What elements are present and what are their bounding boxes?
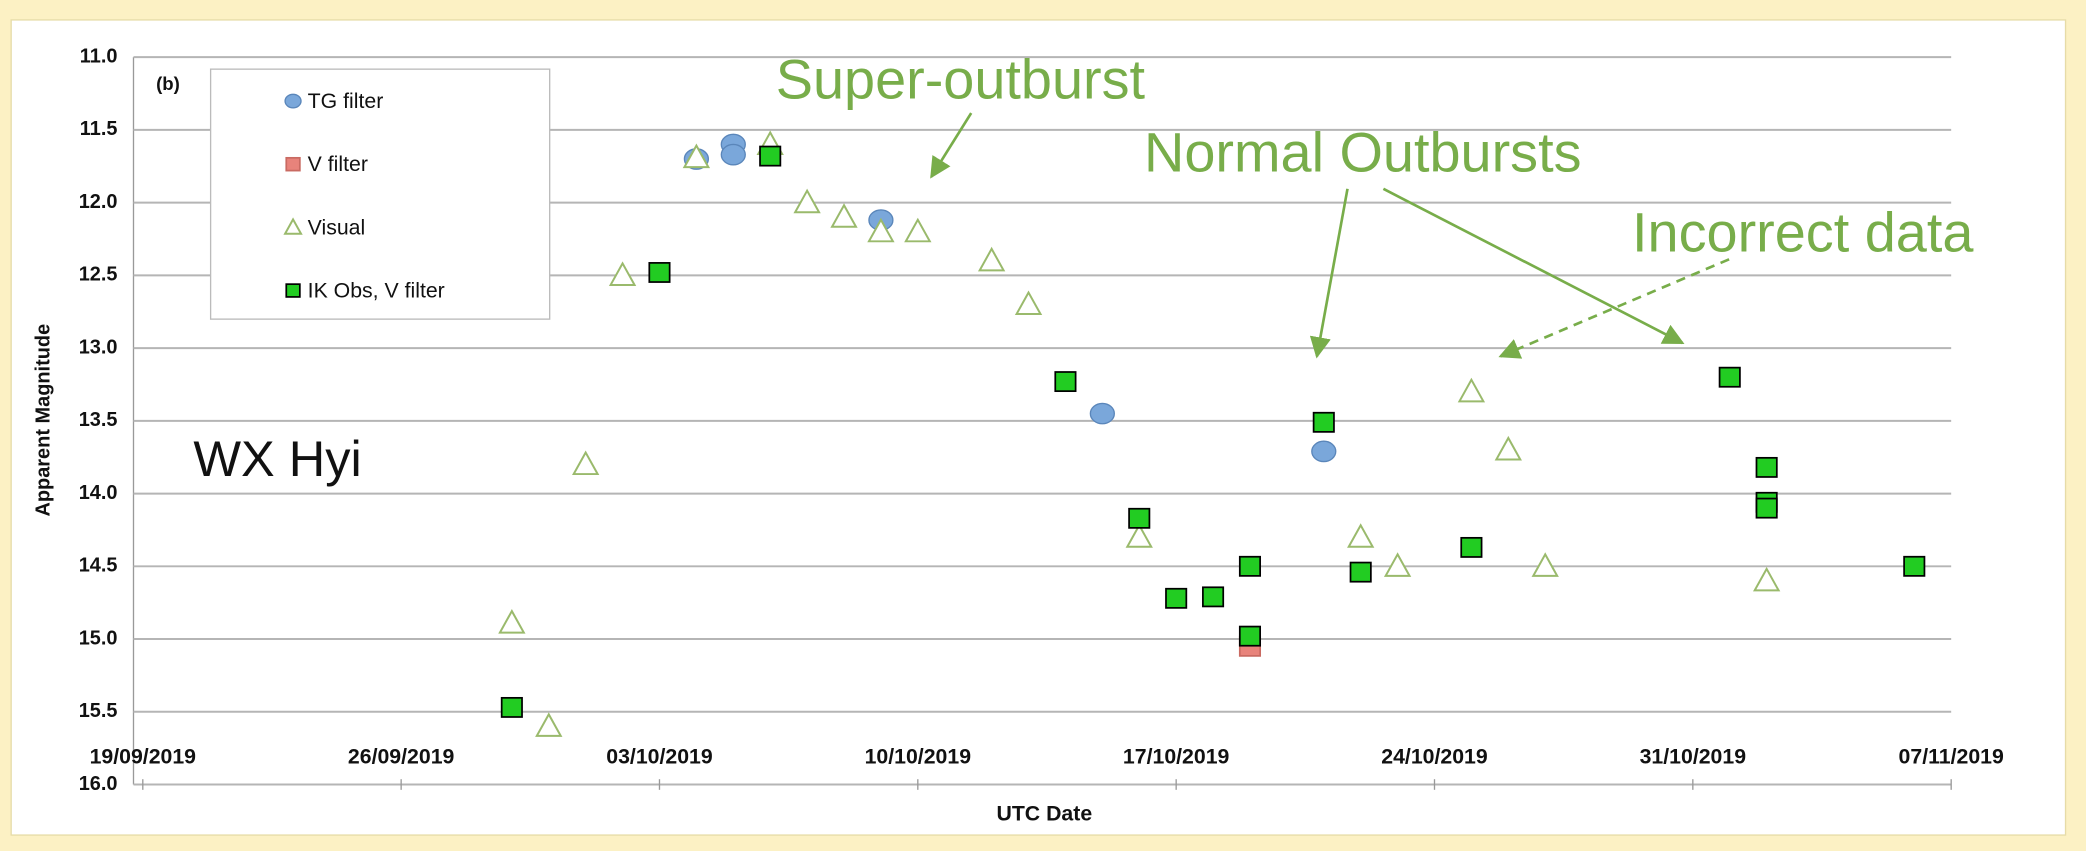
arrow — [1382, 187, 1685, 345]
point — [1349, 561, 1372, 583]
point — [1383, 552, 1412, 577]
point — [1755, 456, 1778, 478]
y-tick-label: 12.0 — [79, 191, 118, 213]
star-name: WX Hyi — [193, 430, 361, 487]
point — [1125, 523, 1153, 548]
x-tick-label: 03/10/2019 — [606, 745, 713, 769]
x-tick-label: 26/09/2019 — [348, 745, 455, 769]
arrow — [1309, 188, 1349, 359]
arrow — [930, 112, 973, 179]
x-tick-label: 10/10/2019 — [865, 745, 972, 769]
point — [1347, 523, 1375, 548]
x-tick-label: 19/09/2019 — [90, 745, 197, 769]
marks — [498, 130, 1926, 737]
y-tick-label: 14.0 — [79, 482, 118, 504]
y-tick-label: 15.0 — [79, 627, 118, 649]
point — [1238, 555, 1262, 577]
point — [830, 203, 858, 228]
y-tick-label: 11.5 — [80, 118, 118, 140]
annotation: Normal Outbursts — [1144, 121, 1581, 184]
point — [1755, 497, 1778, 519]
x-axis-title: UTC Date — [996, 802, 1092, 826]
legend-label: Visual — [308, 215, 366, 239]
legend-label: V filter — [308, 152, 368, 176]
x-tick-label: 17/10/2019 — [1123, 745, 1230, 769]
point — [1014, 290, 1043, 316]
y-tick-label: 15.5 — [79, 700, 118, 722]
annotation: Incorrect data — [1632, 200, 1974, 263]
legend-marker — [283, 217, 303, 235]
y-tick-label: 13.5 — [79, 409, 118, 431]
point — [1903, 555, 1926, 577]
x-tick-label: 31/10/2019 — [1640, 745, 1747, 769]
point — [1312, 411, 1335, 433]
point — [1457, 377, 1486, 403]
point — [977, 246, 1006, 272]
panel-label: (b) — [156, 73, 180, 94]
x-tick-label: 24/10/2019 — [1381, 745, 1488, 769]
legend: TG filter V filter Visual IK Obs, V filter — [283, 89, 445, 302]
point — [572, 450, 600, 476]
legend-label: TG filter — [308, 89, 384, 113]
legend-marker — [285, 283, 301, 298]
point — [1238, 625, 1262, 647]
point — [720, 143, 746, 166]
point — [793, 188, 821, 214]
point — [535, 712, 563, 737]
point — [1494, 435, 1522, 461]
arrows — [930, 112, 1730, 359]
point — [1089, 402, 1115, 425]
y-axis-title: Apparent Magnitude — [33, 324, 55, 517]
point — [498, 609, 526, 634]
point — [500, 696, 523, 718]
point — [1531, 552, 1559, 577]
y-tick-label: 11.0 — [80, 45, 118, 67]
point — [1718, 366, 1741, 388]
point — [1128, 507, 1151, 529]
y-tick-label: 14.5 — [79, 555, 118, 577]
point — [648, 262, 671, 283]
point — [1054, 371, 1077, 393]
y-tick-label: 13.0 — [79, 336, 118, 358]
legend-box — [209, 68, 551, 320]
legend-label: IK Obs, V filter — [308, 278, 445, 302]
point — [1460, 536, 1483, 558]
y-tick-label: 16.0 — [79, 773, 118, 795]
point — [759, 145, 782, 167]
y-tick-label: 12.5 — [79, 264, 118, 286]
point — [904, 217, 932, 243]
point — [1202, 586, 1225, 608]
x-tick-label: 07/11/2019 — [1899, 745, 2004, 769]
annotation: Super-outburst — [776, 48, 1146, 111]
point — [1165, 587, 1188, 609]
point — [1752, 566, 1781, 592]
legend-marker — [285, 156, 301, 172]
point — [608, 261, 637, 286]
point — [682, 143, 711, 169]
legend-marker — [284, 93, 302, 109]
point — [867, 217, 895, 243]
point — [1311, 440, 1337, 463]
